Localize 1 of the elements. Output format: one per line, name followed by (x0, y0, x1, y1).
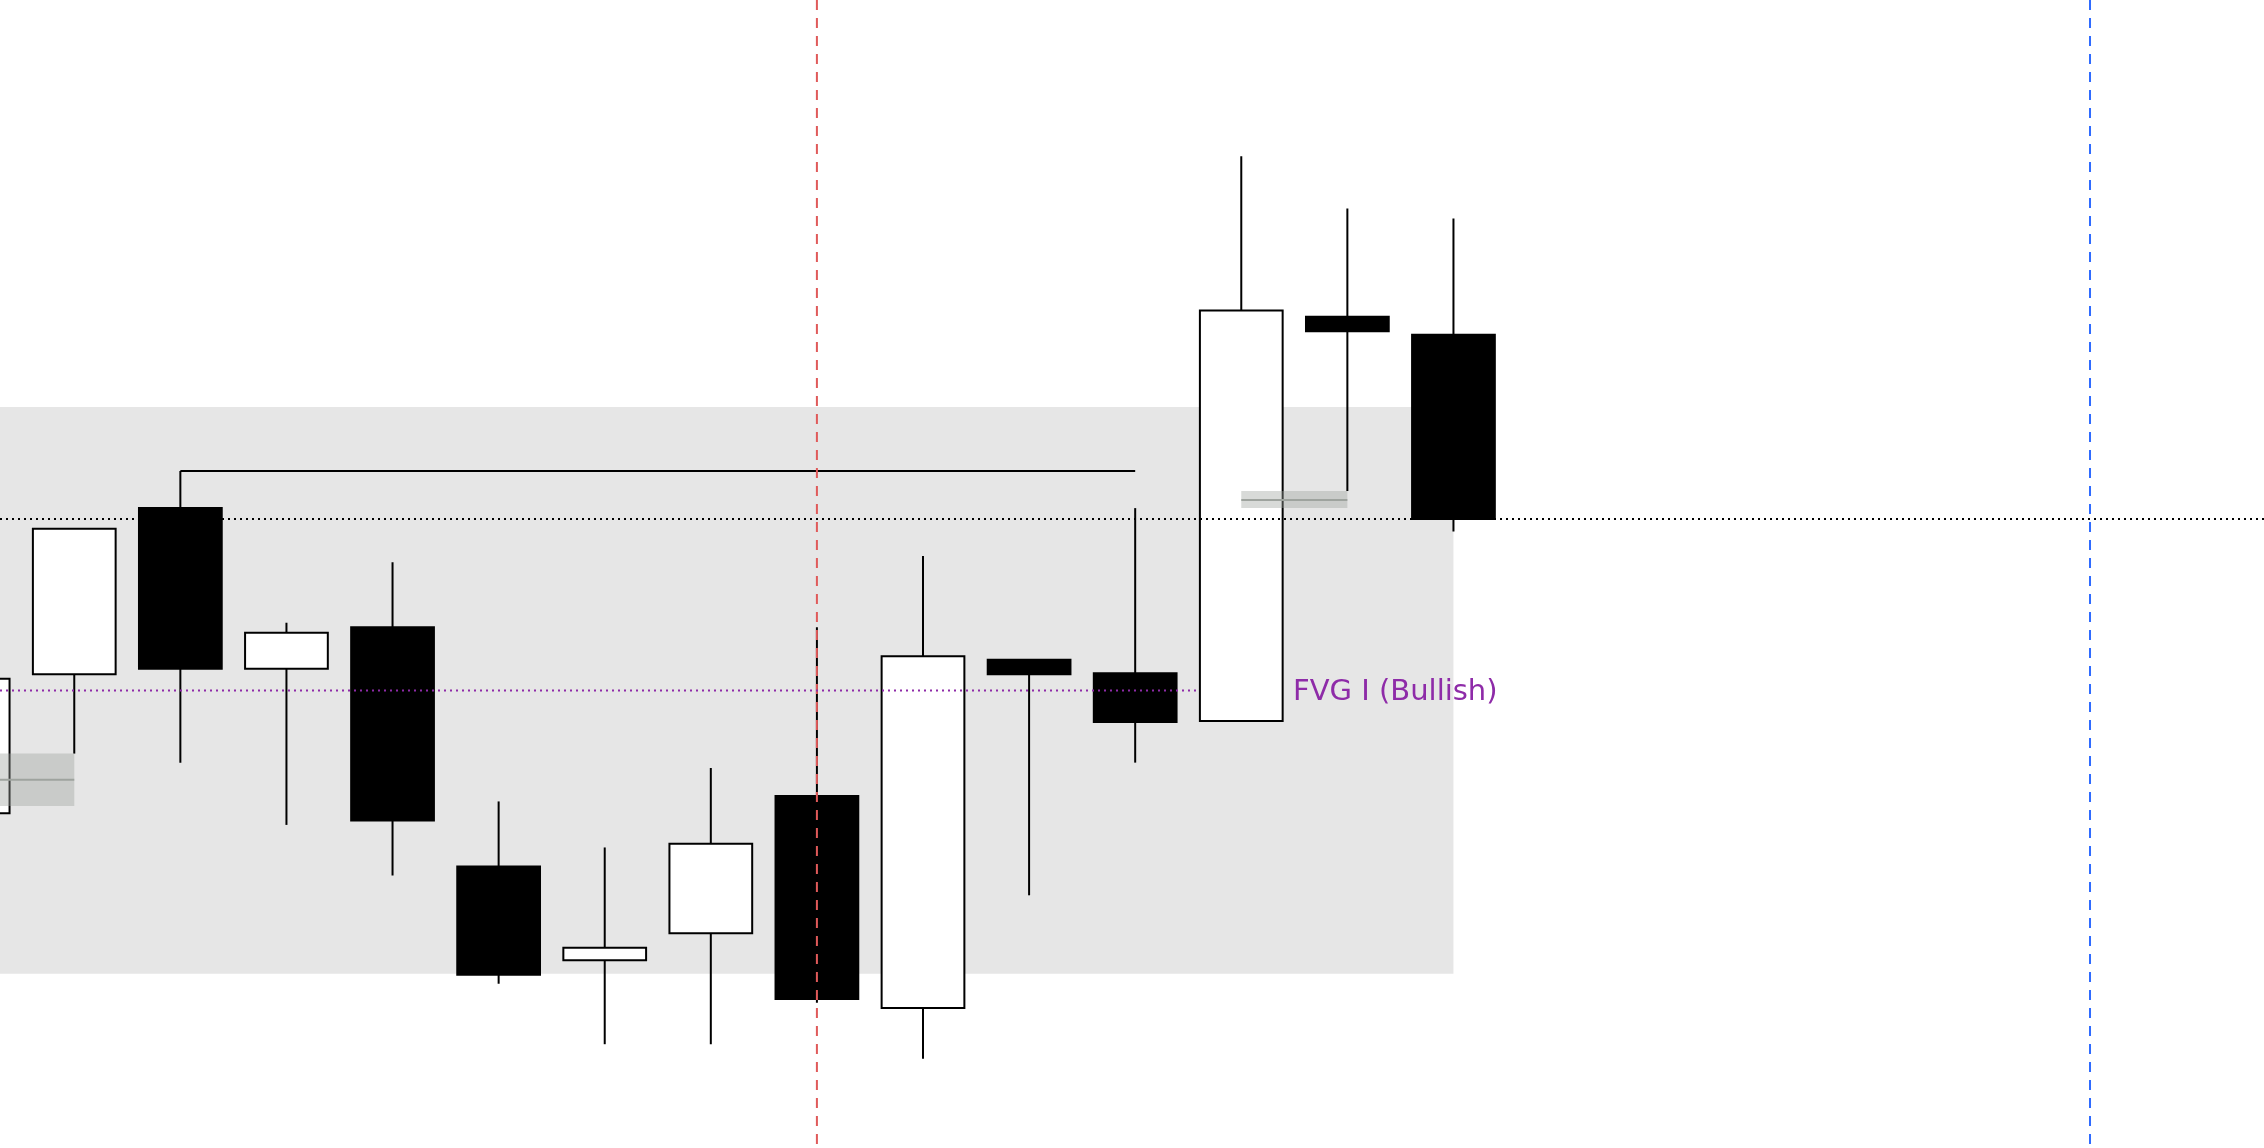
ref-line-label: FVG I (Bullish) (1293, 673, 1498, 708)
